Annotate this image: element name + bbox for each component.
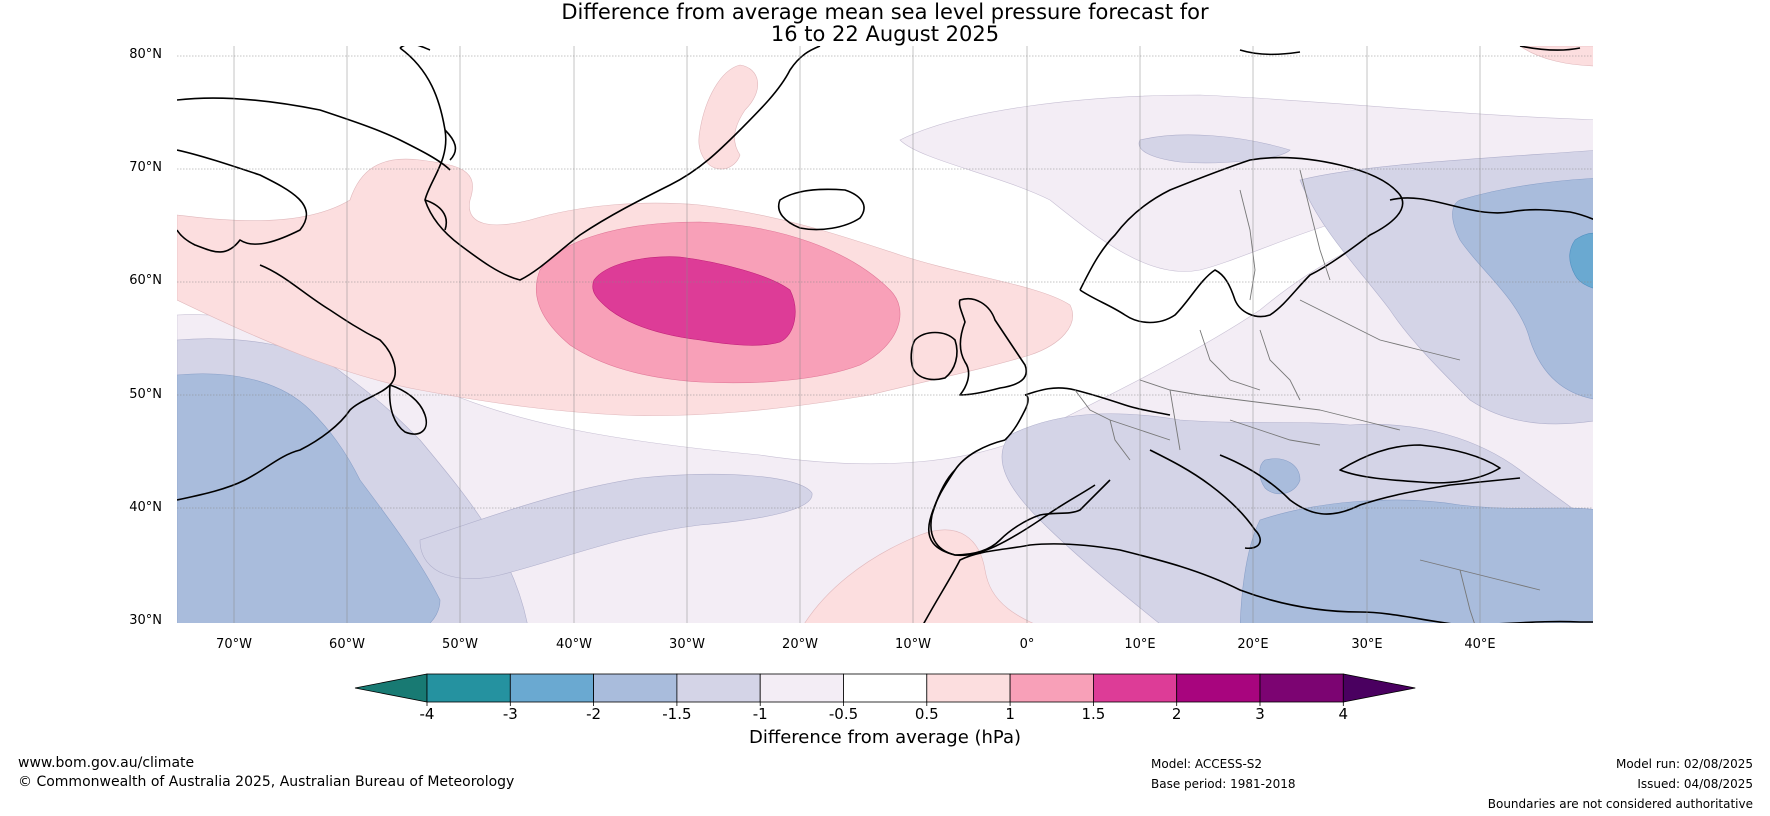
colorbar-tick-label: 2 xyxy=(1171,705,1182,723)
colorbar-swatch xyxy=(843,673,928,703)
coastline-balkans-turkey xyxy=(1219,454,1521,515)
coastline-greenland-west-inlets xyxy=(399,46,457,231)
coastline-svalbard xyxy=(1239,46,1581,56)
lat-label-80n: 80°N xyxy=(129,47,162,62)
graticule xyxy=(177,55,1593,509)
colorbar xyxy=(354,673,1416,706)
colorbar-swatch xyxy=(426,673,511,703)
lat-label-60n: 60°N xyxy=(129,273,162,288)
colorbar-tick-label: -1.5 xyxy=(662,705,692,723)
lon-label-20w: 20°W xyxy=(782,637,818,652)
colorbar-tick-label: -1 xyxy=(752,705,768,723)
coastline-britain xyxy=(958,298,1027,396)
colorbar-tick-label: 3 xyxy=(1255,705,1265,723)
colorbar-swatch xyxy=(1176,673,1261,703)
colorbar-swatch xyxy=(1093,673,1178,703)
coastline-ireland xyxy=(910,331,958,381)
anomaly-fill-neg1-midatlantic xyxy=(419,474,813,579)
graticule-meridians xyxy=(233,46,1481,623)
coastline-black-sea xyxy=(1339,444,1501,484)
lon-label-10e: 10°E xyxy=(1124,637,1156,652)
lon-label-30e: 30°E xyxy=(1351,637,1383,652)
coastline-north-africa xyxy=(923,543,1593,623)
lon-label-10w: 10°W xyxy=(895,637,931,652)
coastline-scandinavia xyxy=(1079,156,1404,324)
lon-label-30w: 30°W xyxy=(669,637,705,652)
lon-label-50w: 50°W xyxy=(442,637,478,652)
anomaly-fill-pos15-core xyxy=(592,256,796,346)
colorbar-tick-label: -4 xyxy=(419,705,435,723)
map-plot-area xyxy=(177,46,1593,623)
colorbar-extend-low xyxy=(354,673,428,703)
footer-copyright: © Commonwealth of Australia 2025, Austra… xyxy=(18,774,515,790)
anomaly-fill-neg15-west xyxy=(177,373,441,623)
colorbar-tick-label: 4 xyxy=(1338,705,1349,723)
lon-label-40w: 40°W xyxy=(556,637,592,652)
colorbar-swatch xyxy=(759,673,844,703)
map-title-line-1: Difference from average mean sea level p… xyxy=(561,0,1209,24)
borders-scandinavia xyxy=(1239,169,1331,301)
footer-url[interactable]: www.bom.gov.au/climate xyxy=(18,755,195,771)
colorbar-swatch xyxy=(1009,673,1094,703)
colorbar-swatch xyxy=(1259,673,1344,703)
lon-label-20e: 20°E xyxy=(1237,637,1269,652)
colorbar-tick-label: 1.5 xyxy=(1081,705,1106,723)
anomaly-fill-pos05-northeast xyxy=(1519,46,1593,67)
coastline-russia-arctic xyxy=(1389,197,1593,220)
anomaly-fill-neg2-russia xyxy=(1569,232,1593,289)
colorbar-tick-label: -0.5 xyxy=(828,705,859,723)
colorbar-swatch xyxy=(509,673,594,703)
lon-label-0: 0° xyxy=(1019,637,1035,652)
lon-label-70w: 70°W xyxy=(216,637,252,652)
lon-label-60w: 60°W xyxy=(329,637,365,652)
colorbar-tick-label: -2 xyxy=(586,705,602,723)
colorbar-swatch xyxy=(926,673,1011,703)
anomaly-fill-neg15-med xyxy=(1240,499,1593,623)
colorbar-tick-label: 0.5 xyxy=(914,705,939,723)
anomaly-fills xyxy=(177,46,1593,623)
footer-model: Model: ACCESS-S2 xyxy=(1151,757,1263,771)
coastline-italy xyxy=(1149,449,1261,550)
map-title-line-2: 16 to 22 August 2025 xyxy=(770,22,1000,46)
coastlines xyxy=(177,46,1593,623)
footer-model-run: Model run: 02/08/2025 xyxy=(1615,757,1753,771)
coastline-greenland xyxy=(399,46,821,281)
footer-base-period: Base period: 1981-2018 xyxy=(1151,777,1296,791)
lat-label-40n: 40°N xyxy=(129,500,162,515)
colorbar-title-text: Difference from average (hPa) xyxy=(748,727,1022,748)
borders-europe xyxy=(1074,299,1461,461)
coastline-canada-arctic xyxy=(177,149,308,253)
coastline-iberia xyxy=(930,469,1096,557)
lat-label-50n: 50°N xyxy=(129,387,162,402)
colorbar-title: Difference from average (hPa) xyxy=(0,727,1770,748)
colorbar-swatch xyxy=(593,673,678,703)
coastline-labrador xyxy=(177,264,396,501)
coastline-iceland xyxy=(778,188,865,231)
colorbar-swatch xyxy=(676,673,761,703)
anomaly-fill-neg15-italy xyxy=(1259,458,1301,495)
colorbar-tick-label: 1 xyxy=(1005,705,1015,723)
anomaly-fill-neg15-russia xyxy=(1452,178,1593,400)
lat-label-70n: 70°N xyxy=(129,160,162,175)
lon-label-40e: 40°E xyxy=(1464,637,1496,652)
lat-label-30n: 30°N xyxy=(129,613,162,628)
coastline-baffin xyxy=(177,97,451,171)
coastline-newfoundland xyxy=(388,384,427,435)
footer-disclaimer: Boundaries are not considered authoritat… xyxy=(1487,797,1753,811)
colorbar-tick-label: -3 xyxy=(502,705,518,723)
footer-issued: Issued: 04/08/2025 xyxy=(1637,777,1753,791)
anomaly-fill-pos05-greenland-east xyxy=(698,64,759,170)
colorbar-extend-high xyxy=(1342,673,1416,703)
